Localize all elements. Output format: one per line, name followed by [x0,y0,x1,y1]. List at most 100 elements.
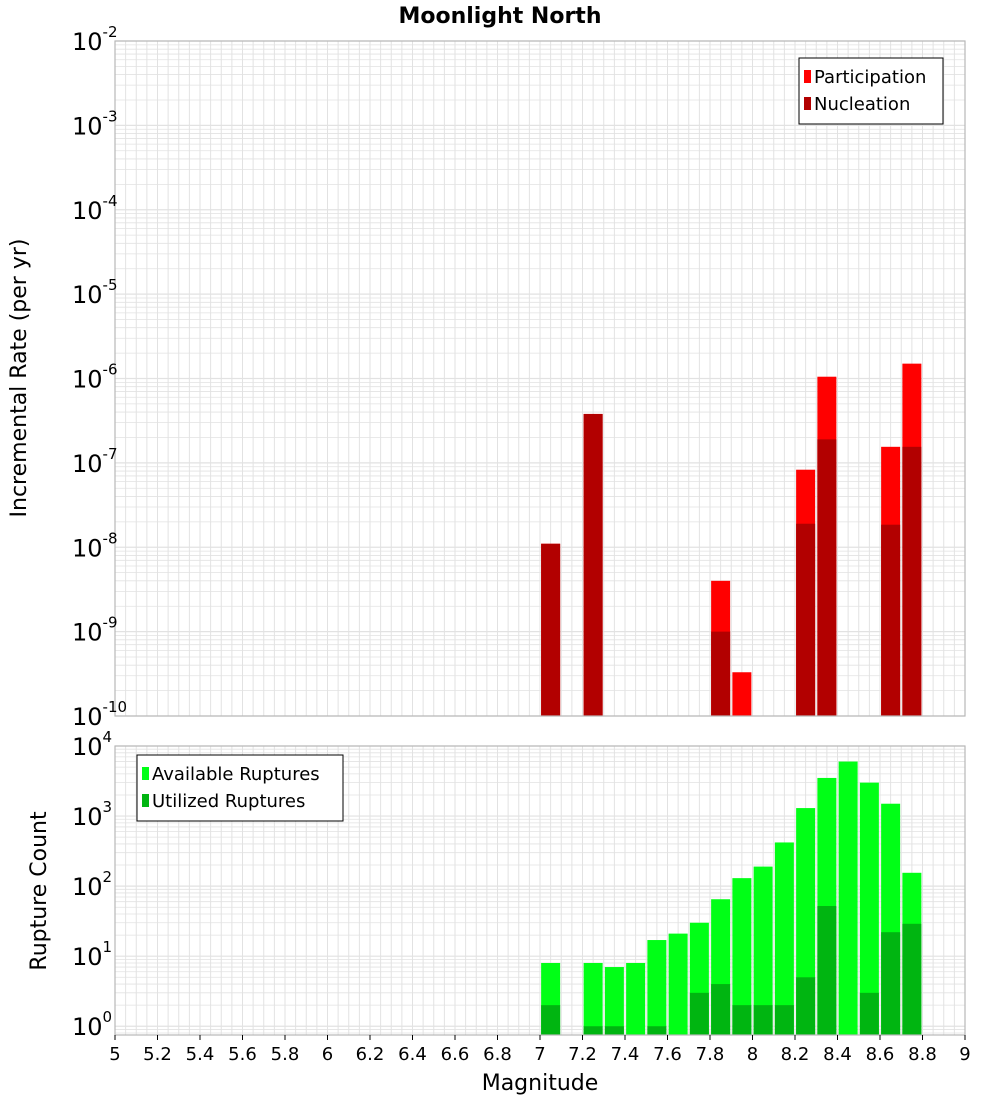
nucleation-bar [817,439,837,716]
y-tick-base: 10 [72,703,103,731]
y-tick-base: 10 [72,534,103,562]
y-tick-base: 10 [72,873,103,901]
x-tick-label: 6.6 [441,1044,470,1065]
x-tick-label: 6.4 [398,1044,427,1065]
legend-swatch [804,70,811,83]
nucleation-bar [541,543,561,716]
y-tick-base: 10 [72,112,103,140]
utilized-bar [774,1005,794,1035]
y-tick-label: 10-9 [72,614,118,647]
x-tick-label: 6.2 [356,1044,385,1065]
y-tick-label: 10-7 [72,445,118,478]
x-tick-label: 7.4 [611,1044,640,1065]
nucleation-bar [796,523,816,716]
x-tick-label: 5.8 [271,1044,300,1065]
y-tick-label: 100 [72,1008,112,1041]
y-tick-exponent: 1 [103,938,113,956]
x-tick-label: 5.6 [228,1044,257,1065]
utilized-bar [689,992,709,1035]
x-tick-label: 5 [109,1044,120,1065]
plot-frame [114,40,966,717]
y-tick-exponent: 4 [103,728,113,746]
y-tick-base: 10 [72,28,103,56]
nucleation-bar [711,631,731,716]
x-tick-label: 8 [747,1044,758,1065]
y-tick-label: 10-8 [72,529,118,562]
x-axis-label: Magnitude [482,1071,599,1096]
x-tick-label: 7.2 [568,1044,597,1065]
utilized-bar [541,1005,561,1035]
y-tick-exponent: -9 [103,614,118,632]
x-tick-label: 8.2 [781,1044,810,1065]
x-tick-label: 9 [959,1044,970,1065]
y-axis-label: Rupture Count [27,811,52,971]
available-bar [859,782,879,1035]
available-bar [838,761,858,1035]
x-tick-label: 8.4 [823,1044,852,1065]
y-tick-base: 10 [72,366,103,394]
x-tick-label: 8.6 [866,1044,895,1065]
x-tick-label: 5.2 [143,1044,172,1065]
nucleation-bar [583,413,603,716]
y-tick-exponent: -8 [103,529,118,547]
y-tick-exponent: -10 [103,698,128,716]
y-tick-base: 10 [72,197,103,225]
x-tick-label: 7.8 [696,1044,725,1065]
y-tick-base: 10 [72,943,103,971]
y-tick-exponent: 0 [103,1008,113,1026]
x-tick-label: 6.8 [483,1044,512,1065]
x-tick-label: 5.4 [186,1044,215,1065]
utilized-bar [881,932,901,1035]
y-axis-label: Incremental Rate (per yr) [7,239,32,518]
participation-bar [732,672,752,716]
y-tick-exponent: -4 [103,192,118,210]
available-bar [774,842,794,1035]
y-tick-label: 10-6 [72,361,118,394]
legend-label: Utilized Ruptures [152,791,305,812]
y-tick-exponent: -3 [103,107,118,125]
utilized-bar [817,906,837,1035]
y-tick-label: 103 [72,798,112,831]
utilized-bar [711,984,731,1035]
available-bar [583,962,603,1035]
legend-box [136,754,344,822]
legend-swatch [804,97,811,110]
y-tick-exponent: -7 [103,445,118,463]
nucleation-bar [902,446,922,716]
y-tick-base: 10 [72,619,103,647]
y-tick-label: 104 [72,728,112,761]
legend-label: Nucleation [814,94,910,115]
y-tick-label: 10-10 [72,698,127,731]
y-tick-exponent: -5 [103,276,118,294]
legend-label: Participation [814,67,926,88]
utilized-bar [902,923,922,1035]
utilized-bar [732,1005,752,1035]
y-tick-exponent: -2 [103,23,118,41]
x-tick-label: 8.8 [908,1044,937,1065]
legend-box [798,57,944,125]
utilized-bar [583,1026,603,1035]
legend-label: Available Ruptures [152,764,320,785]
available-bar [604,967,624,1035]
legend-swatch [142,767,149,780]
utilized-bar [859,992,879,1035]
available-bar [626,962,646,1035]
utilized-bar [647,1026,667,1035]
legend-swatch [142,794,149,807]
y-tick-label: 10-5 [72,276,118,309]
x-tick-label: 6 [322,1044,333,1065]
y-tick-base: 10 [72,733,103,761]
y-tick-base: 10 [72,1013,103,1041]
y-tick-base: 10 [72,803,103,831]
chart-title: Moonlight North [398,4,601,29]
y-tick-exponent: 2 [103,868,113,886]
rate-panel: 10-1010-910-810-710-610-510-410-310-2Inc… [7,23,966,731]
utilized-bar [796,977,816,1035]
available-bar [647,940,667,1035]
available-bar [732,878,752,1035]
y-tick-base: 10 [72,450,103,478]
available-bar [668,933,688,1035]
y-tick-label: 10-2 [72,23,118,56]
